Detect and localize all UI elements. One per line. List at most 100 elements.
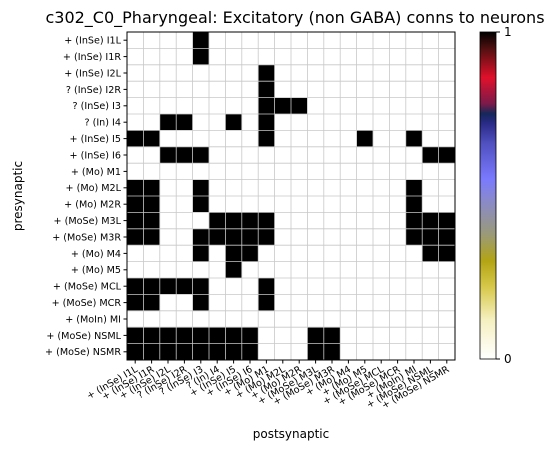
- heatmap-cell: [389, 32, 407, 49]
- heatmap-cell: [192, 310, 210, 328]
- heatmap-cell: [323, 48, 341, 66]
- heatmap-cell: [209, 81, 226, 98]
- heatmap-cell: [274, 32, 292, 49]
- heatmap-cell: [373, 228, 390, 246]
- heatmap-cell: [127, 212, 144, 230]
- heatmap-cell: [356, 228, 374, 246]
- heatmap-cell: [176, 228, 193, 246]
- heatmap-cell: [307, 310, 325, 328]
- heatmap-cell: [389, 228, 407, 246]
- heatmap-cell: [209, 294, 226, 312]
- heatmap-cell: [422, 48, 439, 66]
- heatmap-cell: [176, 310, 193, 328]
- heatmap-cell: [291, 146, 308, 164]
- heatmap-cell: [405, 327, 423, 344]
- heatmap-cell: [422, 294, 439, 312]
- y-tick-label: + (MoSe) NSMR: [45, 347, 121, 358]
- heatmap-cell: [159, 48, 177, 66]
- heatmap-cell: [143, 163, 161, 180]
- heatmap-cell: [405, 228, 423, 246]
- heatmap-cell: [241, 212, 259, 230]
- heatmap-cell: [438, 278, 456, 295]
- heatmap-cell: [241, 114, 259, 131]
- heatmap-cell: [307, 114, 325, 131]
- heatmap-cell: [159, 146, 177, 164]
- heatmap-cell: [422, 278, 439, 295]
- heatmap-cell: [209, 146, 226, 164]
- heatmap-cell: [340, 212, 357, 230]
- heatmap-cell: [209, 48, 226, 66]
- heatmap-cell: [422, 163, 439, 180]
- heatmap-cell: [323, 261, 341, 279]
- heatmap-cell: [291, 81, 308, 98]
- heatmap-cell: [356, 294, 374, 312]
- heatmap-cell: [127, 114, 144, 131]
- heatmap-cell: [340, 310, 357, 328]
- heatmap-cell: [422, 81, 439, 98]
- heatmap-cell: [159, 228, 177, 246]
- heatmap-cell: [159, 81, 177, 98]
- heatmap-cell: [323, 81, 341, 98]
- heatmap-cell: [373, 245, 390, 262]
- heatmap-cell: [422, 130, 439, 148]
- heatmap-cell: [143, 64, 161, 82]
- heatmap-cell: [422, 97, 439, 115]
- heatmap-cell: [209, 278, 226, 295]
- heatmap-cell: [176, 327, 193, 344]
- heatmap-cell: [373, 32, 390, 49]
- heatmap-cell: [159, 245, 177, 262]
- y-tick-label: + (InSe) I1L: [64, 36, 121, 47]
- heatmap-cell: [373, 179, 390, 197]
- heatmap-cell: [307, 163, 325, 180]
- heatmap-cell: [291, 32, 308, 49]
- heatmap-cell: [356, 327, 374, 344]
- colorbar: [479, 31, 497, 360]
- heatmap-cell: [438, 146, 456, 164]
- heatmap-cell: [127, 228, 144, 246]
- heatmap-cell: [127, 146, 144, 164]
- heatmap-cell: [143, 310, 161, 328]
- heatmap-cell: [389, 114, 407, 131]
- heatmap-cell: [340, 228, 357, 246]
- heatmap-cell: [307, 212, 325, 230]
- heatmap-cell: [176, 64, 193, 82]
- y-tick-label: + (MoSe) NSML: [46, 331, 121, 342]
- heatmap-cell: [438, 212, 456, 230]
- heatmap-cell: [373, 327, 390, 344]
- heatmap-cell: [225, 245, 243, 262]
- heatmap-cell: [356, 48, 374, 66]
- heatmap-cell: [258, 163, 275, 180]
- y-tick-label: ? (In) I4: [84, 118, 121, 129]
- heatmap-cell: [274, 130, 292, 148]
- heatmap-cell: [258, 81, 275, 98]
- heatmap-cell: [225, 278, 243, 295]
- heatmap-cell: [422, 64, 439, 82]
- heatmap-cell: [258, 212, 275, 230]
- heatmap-cell: [323, 212, 341, 230]
- heatmap-cell: [192, 196, 210, 213]
- heatmap-cell: [258, 278, 275, 295]
- heatmap-cell: [438, 81, 456, 98]
- colorbar-tick-label-min: 0: [504, 352, 512, 366]
- heatmap-cell: [176, 294, 193, 312]
- heatmap-cell: [323, 327, 341, 344]
- heatmap-cell: [422, 245, 439, 262]
- heatmap-cell: [258, 130, 275, 148]
- heatmap-cell: [389, 310, 407, 328]
- heatmap-cell: [340, 97, 357, 115]
- heatmap-cell: [192, 228, 210, 246]
- y-tick-label: ? (InSe) I3: [72, 101, 121, 112]
- heatmap-cell: [340, 196, 357, 213]
- heatmap-cell: [389, 179, 407, 197]
- heatmap-cell: [143, 327, 161, 344]
- heatmap-cell: [176, 32, 193, 49]
- heatmap-cell: [340, 327, 357, 344]
- heatmap-cell: [307, 146, 325, 164]
- heatmap-cell: [159, 163, 177, 180]
- heatmap-cell: [159, 261, 177, 279]
- heatmap-cell: [127, 278, 144, 295]
- heatmap-cell: [405, 278, 423, 295]
- heatmap-cell: [307, 294, 325, 312]
- heatmap-cell: [143, 278, 161, 295]
- heatmap-cell: [307, 130, 325, 148]
